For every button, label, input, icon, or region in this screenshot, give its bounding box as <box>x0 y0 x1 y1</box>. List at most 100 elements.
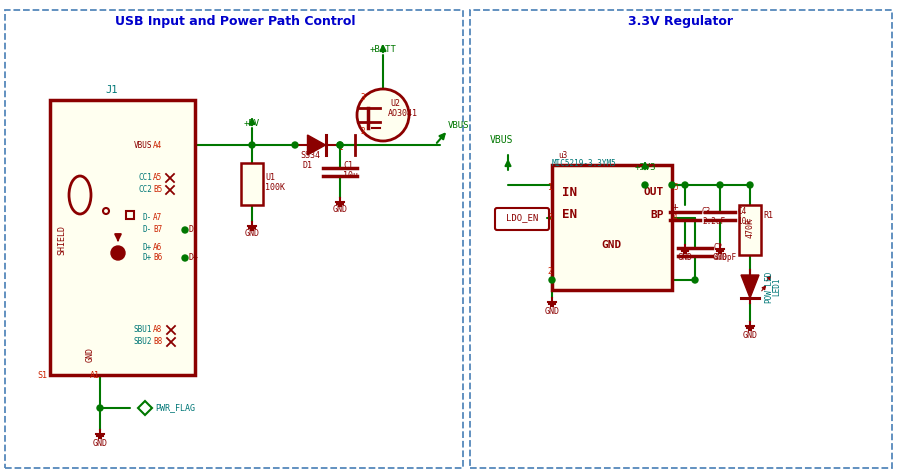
Text: CC1: CC1 <box>138 173 152 182</box>
Bar <box>5 10 463 468</box>
Circle shape <box>249 142 255 148</box>
Text: S1: S1 <box>37 370 47 380</box>
Text: C1: C1 <box>343 162 353 171</box>
Circle shape <box>97 405 103 411</box>
Text: A6: A6 <box>153 243 162 251</box>
Text: D+: D+ <box>143 254 152 263</box>
Text: C3: C3 <box>702 208 711 217</box>
Text: SBU1: SBU1 <box>134 325 152 334</box>
Text: USB Input and Power Path Control: USB Input and Power Path Control <box>115 16 355 28</box>
Text: BP: BP <box>650 210 664 220</box>
Text: 3: 3 <box>547 213 552 222</box>
Text: GND: GND <box>544 307 560 316</box>
Text: VBUS: VBUS <box>490 135 513 145</box>
Bar <box>739 205 761 255</box>
Text: 4: 4 <box>673 213 677 222</box>
Text: SS34: SS34 <box>300 152 320 161</box>
Bar <box>241 163 263 205</box>
Text: A4: A4 <box>153 141 162 150</box>
Text: U2: U2 <box>390 98 400 107</box>
Text: D-: D- <box>188 226 198 235</box>
Bar <box>126 211 134 219</box>
Text: VBUS: VBUS <box>448 122 469 131</box>
Text: D1: D1 <box>302 161 312 170</box>
Text: VBUS: VBUS <box>134 141 152 150</box>
Text: J1: J1 <box>105 85 118 95</box>
Text: B8: B8 <box>153 338 162 346</box>
Text: CC2: CC2 <box>138 186 152 194</box>
Text: 3: 3 <box>360 94 364 103</box>
Circle shape <box>682 182 688 188</box>
Text: 100K: 100K <box>265 182 285 191</box>
Text: A7: A7 <box>153 213 162 222</box>
Bar <box>470 10 892 468</box>
Circle shape <box>337 142 343 148</box>
Text: +5V: +5V <box>244 118 260 127</box>
Text: OUT: OUT <box>644 187 664 197</box>
Text: 2: 2 <box>547 267 552 276</box>
Circle shape <box>717 182 723 188</box>
Text: EN: EN <box>562 209 577 221</box>
Circle shape <box>292 142 298 148</box>
Circle shape <box>182 255 188 261</box>
Polygon shape <box>308 135 326 155</box>
Text: u3: u3 <box>558 151 567 160</box>
Text: GND: GND <box>602 240 623 250</box>
Text: U1: U1 <box>265 173 275 182</box>
Circle shape <box>182 227 188 233</box>
Circle shape <box>111 246 125 260</box>
Text: D-: D- <box>143 213 152 222</box>
Text: A1: A1 <box>90 370 100 380</box>
Text: MIC5219-3.3YM5: MIC5219-3.3YM5 <box>552 159 617 168</box>
Circle shape <box>549 277 555 283</box>
Text: 3.3V Regulator: 3.3V Regulator <box>629 16 734 28</box>
Text: 2.2uF: 2.2uF <box>702 218 725 227</box>
Text: LED1: LED1 <box>772 278 781 296</box>
Text: GND: GND <box>677 254 692 263</box>
Text: +BATT: +BATT <box>370 45 396 54</box>
Text: GND: GND <box>92 438 108 447</box>
Text: GND: GND <box>333 206 347 215</box>
Text: 1: 1 <box>547 183 552 192</box>
Text: LDO_EN: LDO_EN <box>506 213 538 222</box>
Text: B7: B7 <box>153 226 162 235</box>
Text: PWR_FLAG: PWR_FLAG <box>155 403 195 412</box>
Text: C2: C2 <box>714 244 723 253</box>
Text: B6: B6 <box>153 254 162 263</box>
Circle shape <box>337 142 343 148</box>
Text: C4: C4 <box>737 208 746 217</box>
Text: A5: A5 <box>153 173 162 182</box>
Circle shape <box>669 182 675 188</box>
Text: D-: D- <box>143 226 152 235</box>
Text: 1: 1 <box>338 142 343 152</box>
Circle shape <box>747 182 753 188</box>
Text: SBU2: SBU2 <box>134 338 152 346</box>
Text: SHIELD: SHIELD <box>57 225 66 255</box>
Polygon shape <box>741 275 759 298</box>
Text: AO3041: AO3041 <box>388 108 418 117</box>
Circle shape <box>642 182 648 188</box>
Text: 470R: 470R <box>745 218 754 238</box>
Text: B5: B5 <box>153 186 162 194</box>
Bar <box>552 165 672 290</box>
Text: +: + <box>672 202 679 212</box>
Text: GND: GND <box>743 331 757 340</box>
Text: +3V3: +3V3 <box>634 163 656 172</box>
Circle shape <box>692 277 698 283</box>
Text: 2: 2 <box>360 127 364 136</box>
Text: 5: 5 <box>673 183 677 192</box>
Text: POW_LED: POW_LED <box>763 271 772 303</box>
Text: D+: D+ <box>143 243 152 251</box>
Text: GND: GND <box>245 229 259 238</box>
Text: 470pF: 470pF <box>714 254 737 263</box>
Bar <box>50 100 195 375</box>
Text: IN: IN <box>562 186 577 199</box>
Text: GND: GND <box>712 254 727 263</box>
Text: 10u: 10u <box>737 218 751 227</box>
Text: D+: D+ <box>188 254 198 263</box>
Text: GND: GND <box>85 348 94 362</box>
Text: R1: R1 <box>763 210 773 219</box>
Text: A8: A8 <box>153 325 162 334</box>
Circle shape <box>357 89 409 141</box>
Text: 10u: 10u <box>343 171 358 180</box>
